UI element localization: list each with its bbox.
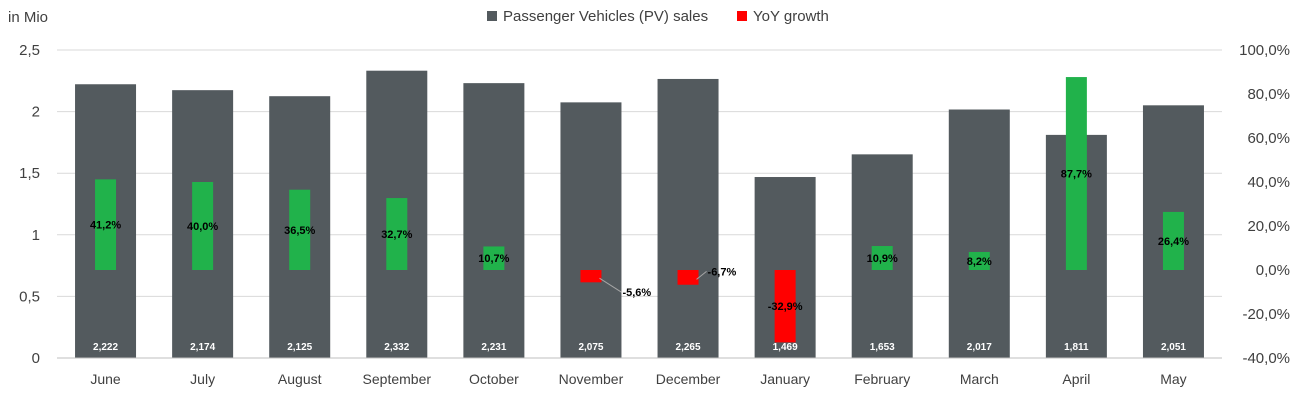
x-category-label: June <box>90 371 121 387</box>
axes: 0 0,5 1 1,5 2 2,5 -40,0% -20,0% 0,0% 20,0% 40,0% 60… <box>19 42 1290 387</box>
growth-bar <box>1065 77 1087 270</box>
growth-bar <box>774 270 796 343</box>
x-category-label: May <box>1160 371 1186 387</box>
y-right-tick-label: 40,0% <box>1247 174 1290 191</box>
sales-value-label: 2,265 <box>676 342 701 353</box>
y-left-tick-label: 2 <box>32 104 40 121</box>
growth-value-label: 41,2% <box>90 220 121 232</box>
y-left-tick-label: 0,5 <box>19 288 40 305</box>
y-right-tick-label: 60,0% <box>1247 130 1290 147</box>
x-category-label: September <box>363 371 432 387</box>
sales-value-label: 2,222 <box>93 342 118 353</box>
x-category-label: March <box>960 371 999 387</box>
sales-bar <box>657 78 719 359</box>
growth-bar <box>871 246 893 270</box>
sales-value-label: 1,653 <box>870 342 895 353</box>
y-left-tick-label: 1,5 <box>19 165 40 182</box>
legend: Passenger Vehicles (PV) sales YoY growth <box>487 8 829 25</box>
y-right-tick-label: 100,0% <box>1239 42 1290 59</box>
x-category-label: January <box>760 371 810 387</box>
x-category-label: October <box>469 371 519 387</box>
x-category-label: February <box>854 371 910 387</box>
growth-value-label: 10,9% <box>867 253 898 265</box>
y-right-tick-label: 0,0% <box>1256 262 1290 279</box>
growth-bar <box>1162 211 1184 270</box>
growth-value-label: 40,0% <box>187 221 218 233</box>
sales-value-label: 2,125 <box>287 342 312 353</box>
sales-value-label: 2,017 <box>967 342 992 353</box>
sales-value-label: 2,051 <box>1161 342 1186 353</box>
sales-bar <box>948 109 1010 358</box>
growth-value-label: 32,7% <box>381 229 412 241</box>
growth-value-label: 10,7% <box>478 253 509 265</box>
growth-bar <box>289 189 311 270</box>
growth-bar <box>95 179 117 270</box>
y-right-tick-label: -20,0% <box>1242 306 1290 323</box>
sales-value-label: 2,231 <box>481 342 506 353</box>
sales-bar <box>560 102 622 358</box>
x-category-label: July <box>190 371 215 387</box>
sales-bars <box>75 70 1204 359</box>
sales-value-label: 2,174 <box>190 342 215 353</box>
x-category-label: April <box>1062 371 1090 387</box>
growth-value-label: -32,9% <box>768 301 803 313</box>
x-category-label: November <box>559 371 624 387</box>
growth-bars <box>95 77 1184 343</box>
legend-swatch-sales <box>487 11 497 21</box>
y-left-tick-label: 1 <box>32 227 40 244</box>
data-labels: 2,222 41,2% 2,174 40,0% 2,125 36,5% 2,332 32,7%… <box>90 169 1189 353</box>
growth-value-label: 8,2% <box>967 256 992 268</box>
growth-value-label: -6,7% <box>708 266 737 278</box>
growth-label-leader <box>599 277 622 293</box>
growth-bar <box>968 251 990 270</box>
sales-value-label: 1,469 <box>773 342 798 353</box>
y-left-tick-label: 2,5 <box>19 42 40 59</box>
growth-value-label: 36,5% <box>284 225 315 237</box>
legend-swatch-growth <box>737 11 747 21</box>
growth-bar <box>580 270 602 283</box>
x-category-label: December <box>656 371 721 387</box>
x-category-label: August <box>278 371 322 387</box>
growth-bar <box>483 246 505 270</box>
sales-value-label: 2,332 <box>384 342 409 353</box>
y-left-tick-label: 0 <box>32 350 40 367</box>
y-right-tick-label: 80,0% <box>1247 86 1290 103</box>
y-axis-unit-label: in Mio <box>8 9 48 26</box>
growth-value-label: 26,4% <box>1158 236 1189 248</box>
sales-value-label: 2,075 <box>578 342 603 353</box>
growth-bar <box>386 198 408 270</box>
growth-bar <box>677 270 699 285</box>
growth-value-label: -5,6% <box>622 287 651 299</box>
growth-bar <box>192 182 214 270</box>
sales-value-label: 1,811 <box>1064 342 1089 353</box>
growth-value-label: 87,7% <box>1061 169 1092 181</box>
sales-bar <box>463 83 525 358</box>
y-right-tick-label: 20,0% <box>1247 218 1290 235</box>
legend-label-sales: Passenger Vehicles (PV) sales <box>503 8 708 25</box>
legend-label-growth: YoY growth <box>753 8 829 25</box>
y-right-tick-label: -40,0% <box>1242 350 1290 367</box>
growth-label-leader <box>696 270 707 280</box>
